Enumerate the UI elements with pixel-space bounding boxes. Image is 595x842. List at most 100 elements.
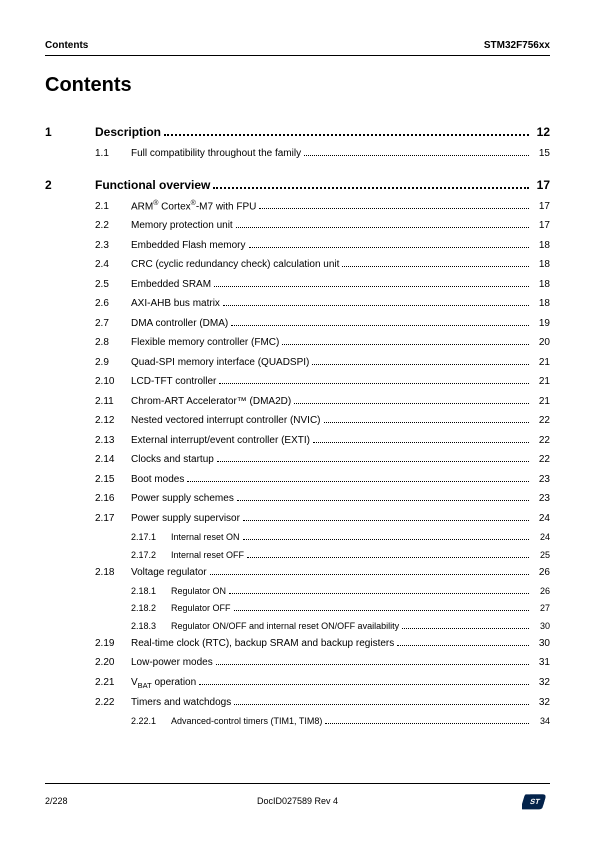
toc-leader bbox=[223, 305, 529, 306]
toc-entry-page: 24 bbox=[532, 510, 550, 529]
page-footer: 2/228 DocID027589 Rev 4 ST bbox=[45, 783, 550, 812]
toc-leader bbox=[259, 208, 529, 209]
footer-docid: DocID027589 Rev 4 bbox=[257, 796, 338, 806]
toc-entry: 2.16Power supply schemes23 bbox=[95, 490, 550, 509]
toc-entry-text: LCD-TFT controller bbox=[131, 373, 216, 392]
toc-entry-page: 18 bbox=[532, 276, 550, 295]
toc-subentry-page: 25 bbox=[532, 547, 550, 563]
toc-entry-text: Embedded SRAM bbox=[131, 276, 211, 295]
toc-subentry-text: Internal reset OFF bbox=[171, 547, 244, 563]
toc-entry-num: 1.1 bbox=[95, 145, 131, 164]
toc-entry: 2.3Embedded Flash memory18 bbox=[95, 237, 550, 256]
toc-entry: 2.20Low-power modes31 bbox=[95, 654, 550, 673]
toc-leader bbox=[216, 664, 529, 665]
toc-entry-text: Power supply schemes bbox=[131, 490, 234, 509]
toc-leader bbox=[324, 422, 529, 423]
page-title: Contents bbox=[45, 74, 550, 97]
toc-leader bbox=[325, 723, 529, 724]
toc-entry-text: Embedded Flash memory bbox=[131, 237, 246, 256]
toc-leader bbox=[231, 325, 529, 326]
table-of-contents: 1Description121.1Full compatibility thro… bbox=[45, 125, 550, 729]
toc-leader bbox=[402, 628, 529, 629]
toc-entry-page: 15 bbox=[532, 145, 550, 164]
toc-leader bbox=[397, 645, 529, 646]
toc-entry-page: 26 bbox=[532, 564, 550, 583]
toc-entry-page: 32 bbox=[532, 694, 550, 713]
toc-entry-num: 2.9 bbox=[95, 354, 131, 373]
toc-chapter-page: 12 bbox=[532, 125, 550, 139]
toc-leader bbox=[243, 539, 529, 540]
toc-entry-num: 2.20 bbox=[95, 654, 131, 673]
toc-entry-page: 22 bbox=[532, 412, 550, 431]
toc-entry-num: 2.6 bbox=[95, 295, 131, 314]
toc-leader bbox=[282, 344, 529, 345]
toc-subentry-page: 34 bbox=[532, 713, 550, 729]
toc-leader bbox=[219, 383, 529, 384]
toc-subentry: 2.18.3Regulator ON/OFF and internal rese… bbox=[131, 618, 550, 634]
toc-entry-page: 19 bbox=[532, 315, 550, 334]
toc-leader bbox=[312, 364, 529, 365]
toc-subentry-num: 2.22.1 bbox=[131, 713, 171, 729]
toc-entry-num: 2.7 bbox=[95, 315, 131, 334]
toc-entry-text: CRC (cyclic redundancy check) calculatio… bbox=[131, 256, 339, 275]
toc-leader bbox=[237, 500, 529, 501]
toc-chapter: 2Functional overview17 bbox=[45, 178, 550, 192]
toc-entry-text: Boot modes bbox=[131, 471, 184, 490]
toc-entry-text: Nested vectored interrupt controller (NV… bbox=[131, 412, 321, 431]
toc-subentry-num: 2.18.1 bbox=[131, 583, 171, 599]
toc-entry-page: 21 bbox=[532, 354, 550, 373]
toc-chapter-title: Description bbox=[95, 125, 161, 139]
toc-entry-num: 2.16 bbox=[95, 490, 131, 509]
toc-leader bbox=[313, 442, 529, 443]
toc-entry: 2.1ARM® Cortex®-M7 with FPU17 bbox=[95, 198, 550, 217]
toc-entry-text: Flexible memory controller (FMC) bbox=[131, 334, 279, 353]
toc-entry-num: 2.3 bbox=[95, 237, 131, 256]
toc-subentry: 2.18.1Regulator ON26 bbox=[131, 583, 550, 599]
toc-leader bbox=[249, 247, 530, 248]
toc-entry-num: 2.21 bbox=[95, 674, 131, 693]
toc-leader bbox=[294, 403, 529, 404]
toc-entry-num: 2.17 bbox=[95, 510, 131, 529]
toc-entry-num: 2.22 bbox=[95, 694, 131, 713]
toc-leader bbox=[214, 286, 529, 287]
toc-entry-page: 21 bbox=[532, 373, 550, 392]
toc-entry: 2.22Timers and watchdogs32 bbox=[95, 694, 550, 713]
toc-entry-text: Power supply supervisor bbox=[131, 510, 240, 529]
page-header: Contents STM32F756xx bbox=[45, 40, 550, 56]
toc-entry-text: Quad-SPI memory interface (QUADSPI) bbox=[131, 354, 309, 373]
toc-subentry: 2.22.1Advanced-control timers (TIM1, TIM… bbox=[131, 713, 550, 729]
toc-subentry-text: Advanced-control timers (TIM1, TIM8) bbox=[171, 713, 322, 729]
toc-entry-page: 18 bbox=[532, 256, 550, 275]
toc-entry-page: 18 bbox=[532, 295, 550, 314]
toc-entry-text: DMA controller (DMA) bbox=[131, 315, 228, 334]
toc-entry: 2.11Chrom-ART Accelerator™ (DMA2D)21 bbox=[95, 393, 550, 412]
toc-entry: 2.14Clocks and startup22 bbox=[95, 451, 550, 470]
toc-leader bbox=[304, 155, 529, 156]
toc-subentry-text: Regulator ON/OFF and internal reset ON/O… bbox=[171, 618, 399, 634]
toc-chapter-title: Functional overview bbox=[95, 178, 210, 192]
toc-entry: 2.18Voltage regulator26 bbox=[95, 564, 550, 583]
toc-entry-num: 2.12 bbox=[95, 412, 131, 431]
toc-entry-text: Chrom-ART Accelerator™ (DMA2D) bbox=[131, 393, 291, 412]
toc-leader bbox=[234, 704, 529, 705]
toc-entry-num: 2.19 bbox=[95, 635, 131, 654]
toc-entry-text: Memory protection unit bbox=[131, 217, 233, 236]
toc-entry-num: 2.4 bbox=[95, 256, 131, 275]
toc-entry-num: 2.15 bbox=[95, 471, 131, 490]
toc-leader bbox=[164, 134, 529, 136]
toc-leader bbox=[234, 610, 529, 611]
toc-subentry-page: 24 bbox=[532, 529, 550, 545]
toc-entry-num: 2.11 bbox=[95, 393, 131, 412]
toc-chapter-num: 2 bbox=[45, 178, 95, 192]
toc-entry-text: Voltage regulator bbox=[131, 564, 207, 583]
toc-entry-page: 17 bbox=[532, 217, 550, 236]
toc-chapter: 1Description 12 bbox=[45, 125, 550, 139]
toc-entry-num: 2.2 bbox=[95, 217, 131, 236]
toc-entry-text: ARM® Cortex®-M7 with FPU bbox=[131, 198, 256, 217]
toc-entry-text: External interrupt/event controller (EXT… bbox=[131, 432, 310, 451]
toc-subentry: 2.17.1Internal reset ON24 bbox=[131, 529, 550, 545]
toc-chapter-num: 1 bbox=[45, 125, 95, 139]
toc-leader bbox=[236, 227, 529, 228]
toc-entry-text: AXI-AHB bus matrix bbox=[131, 295, 220, 314]
toc-entry-text: Clocks and startup bbox=[131, 451, 214, 470]
